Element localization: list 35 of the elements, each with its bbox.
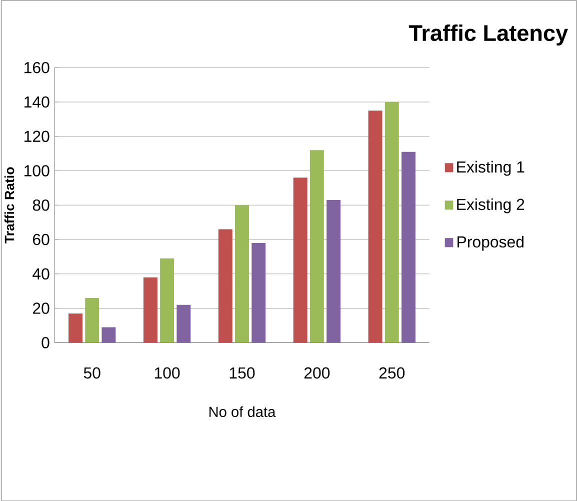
- y-tick-label: 60: [32, 234, 50, 245]
- y-tick-label: 80: [32, 199, 50, 211]
- bar: [235, 204, 249, 342]
- bar: [310, 150, 324, 342]
- bar: [402, 152, 416, 342]
- x-tick-label: 50: [84, 367, 100, 378]
- y-tick-label: 140: [24, 96, 50, 108]
- y-tick-label: 40: [32, 268, 50, 280]
- bar: [384, 102, 399, 342]
- y-axis-title: Traffic Ratio: [4, 167, 14, 244]
- bar: [368, 110, 382, 342]
- bar: [160, 258, 174, 342]
- x-tick-label: 100: [154, 367, 180, 378]
- x-axis-title: No of data: [209, 406, 276, 417]
- bar: [293, 177, 308, 342]
- x-tick-label: 250: [379, 367, 405, 378]
- bar: [176, 304, 191, 342]
- x-tick-label: 150: [230, 367, 255, 378]
- bar: [252, 242, 266, 342]
- legend-label: Existing 2: [457, 198, 524, 214]
- y-tick-label: 100: [24, 164, 50, 176]
- legend-label: Existing 1: [457, 160, 524, 176]
- y-tick-label: 0: [42, 336, 50, 348]
- legend-label: Proposed: [458, 236, 524, 251]
- x-tick-label: 200: [304, 367, 330, 378]
- bar: [68, 313, 82, 342]
- bar: [218, 229, 232, 342]
- y-tick-label: 120: [24, 130, 50, 142]
- bar: [143, 277, 158, 342]
- bar: [326, 200, 341, 342]
- bar: [85, 298, 100, 342]
- y-tick-label: 160: [24, 62, 50, 74]
- y-tick-label: 20: [32, 302, 50, 314]
- text: Traffic Latency: [408, 24, 568, 46]
- bar: [102, 327, 116, 342]
